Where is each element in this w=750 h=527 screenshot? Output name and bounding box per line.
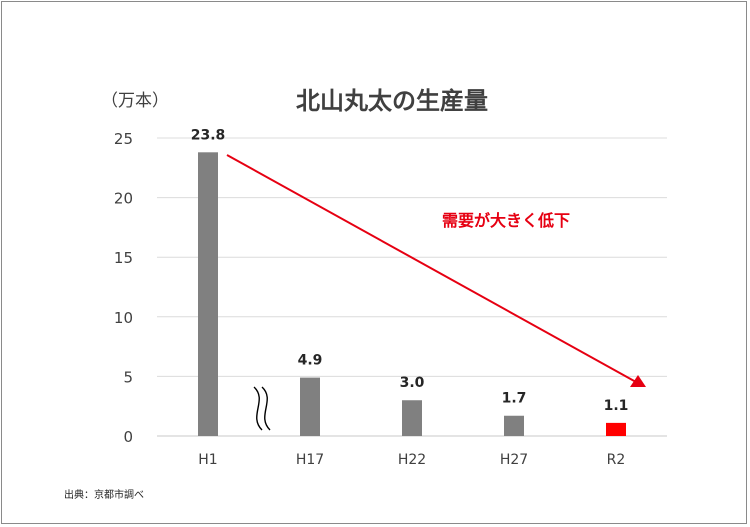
y-axis-unit-label: （万本） <box>101 91 169 111</box>
trend-annotation: 需要が大きく低下 <box>442 211 570 230</box>
data-label: 3.0 <box>400 375 425 391</box>
y-tick-label: 0 <box>123 428 133 446</box>
x-tick-label: R2 <box>607 452 626 468</box>
y-tick-label: 15 <box>114 249 133 267</box>
axis-break-symbol <box>253 386 271 431</box>
y-tick-label: 5 <box>123 368 133 386</box>
data-label: 1.7 <box>502 391 527 407</box>
source-note: 出典：京都市調べ <box>64 488 144 501</box>
y-tick-label: 20 <box>114 190 133 208</box>
data-labels: 23.8 4.9 3.0 1.7 1.1 <box>191 127 629 414</box>
chart-title: 北山丸太の生産量 <box>296 87 488 115</box>
bar <box>504 415 524 436</box>
x-tick-label: H22 <box>398 452 426 468</box>
bar <box>300 377 320 436</box>
x-tick-label: H17 <box>296 452 324 468</box>
data-label: 1.1 <box>604 398 629 414</box>
bar <box>198 152 218 436</box>
gridlines <box>157 137 667 437</box>
bars <box>198 152 626 436</box>
bar <box>606 422 626 436</box>
y-axis-tick-labels: 0 5 10 15 20 25 <box>114 130 133 446</box>
x-axis-tick-labels: H1 H17 H22 H27 R2 <box>198 452 625 468</box>
trend-arrow <box>226 154 637 383</box>
y-tick-label: 10 <box>114 309 133 327</box>
x-tick-label: H27 <box>500 452 528 468</box>
data-label: 4.9 <box>298 353 323 369</box>
data-label: 23.8 <box>191 127 226 143</box>
trend-arrow-head <box>630 375 646 387</box>
y-tick-label: 25 <box>114 130 133 148</box>
bar <box>402 400 422 436</box>
x-tick-label: H1 <box>198 452 217 468</box>
